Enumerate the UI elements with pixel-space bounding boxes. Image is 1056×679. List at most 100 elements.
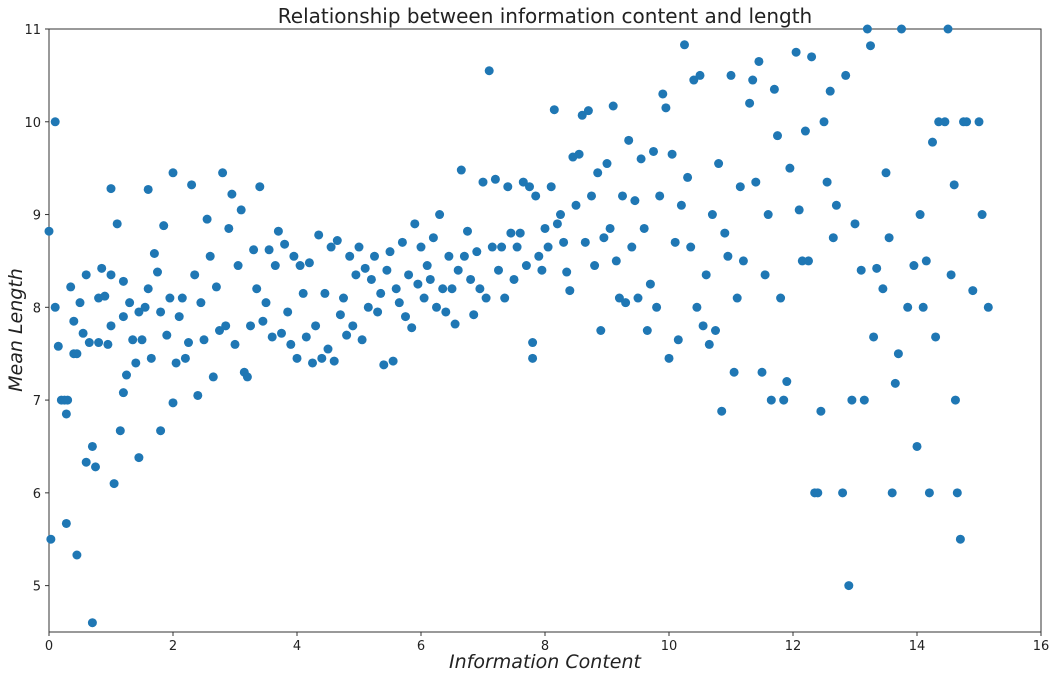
point xyxy=(156,426,166,436)
point xyxy=(428,233,438,243)
point xyxy=(813,488,823,498)
point xyxy=(639,223,649,233)
x-tick-label: 14 xyxy=(909,639,926,654)
point xyxy=(934,117,944,127)
point xyxy=(242,372,252,382)
point xyxy=(962,117,972,127)
x-tick-label: 10 xyxy=(661,639,678,654)
point xyxy=(267,332,277,342)
point xyxy=(134,453,144,463)
y-tick-label: 9 xyxy=(33,209,41,224)
point xyxy=(822,177,832,187)
point xyxy=(844,581,854,591)
point xyxy=(466,274,476,284)
point xyxy=(184,338,193,348)
point xyxy=(658,89,668,99)
point xyxy=(726,70,736,80)
point xyxy=(943,24,953,34)
point xyxy=(53,341,63,351)
x-tick-label: 12 xyxy=(785,639,802,654)
point xyxy=(618,191,627,201)
point xyxy=(404,270,414,280)
point xyxy=(391,284,401,294)
point xyxy=(118,312,128,322)
point xyxy=(100,291,110,301)
y-tick-label: 10 xyxy=(24,116,41,131)
point xyxy=(794,205,804,215)
x-tick-label: 16 xyxy=(1033,639,1050,654)
point xyxy=(345,251,355,261)
point xyxy=(590,261,600,271)
point xyxy=(66,282,76,292)
point xyxy=(205,251,215,261)
point xyxy=(444,251,454,261)
point xyxy=(335,310,345,320)
point xyxy=(543,242,553,252)
point xyxy=(280,239,290,249)
point xyxy=(664,353,674,363)
point xyxy=(546,182,556,192)
point xyxy=(521,261,531,271)
point xyxy=(394,298,404,308)
point xyxy=(224,223,234,233)
point xyxy=(413,279,423,289)
point xyxy=(329,356,339,366)
point xyxy=(441,307,451,317)
point xyxy=(246,321,255,331)
point xyxy=(360,263,370,273)
point xyxy=(571,200,581,210)
point xyxy=(81,270,91,280)
point xyxy=(785,163,795,173)
plot-frame xyxy=(48,28,1042,633)
point xyxy=(422,261,432,271)
point xyxy=(872,263,882,273)
point xyxy=(258,316,268,326)
point xyxy=(230,339,240,349)
point xyxy=(50,117,60,127)
point xyxy=(137,335,147,345)
point xyxy=(180,353,190,363)
point xyxy=(642,326,652,335)
point xyxy=(797,256,807,266)
point xyxy=(847,395,857,405)
point xyxy=(159,221,169,231)
point xyxy=(94,338,104,348)
point xyxy=(940,117,950,127)
point xyxy=(593,168,603,178)
point xyxy=(924,488,934,498)
point xyxy=(574,149,584,159)
point xyxy=(497,242,507,252)
y-tick-label: 7 xyxy=(33,394,41,409)
point xyxy=(435,210,445,220)
x-tick-label: 0 xyxy=(45,639,53,654)
point xyxy=(416,242,426,252)
point xyxy=(168,168,178,178)
point xyxy=(559,237,569,247)
point xyxy=(707,210,717,220)
point xyxy=(304,258,314,268)
point xyxy=(221,321,231,331)
point xyxy=(698,321,708,331)
point xyxy=(869,332,879,342)
point xyxy=(841,70,851,80)
point xyxy=(509,274,519,284)
point xyxy=(289,251,299,261)
point xyxy=(673,335,683,345)
y-tick-label: 6 xyxy=(33,487,41,502)
point xyxy=(115,426,125,436)
point xyxy=(153,267,162,277)
point xyxy=(438,284,448,294)
point xyxy=(252,284,262,294)
point xyxy=(950,395,960,405)
point xyxy=(292,353,302,363)
point xyxy=(649,146,658,156)
point xyxy=(432,302,441,312)
point xyxy=(128,335,138,345)
point xyxy=(630,196,640,206)
point xyxy=(447,284,457,294)
point xyxy=(165,293,175,303)
point xyxy=(890,378,900,388)
point xyxy=(565,286,575,296)
point xyxy=(692,302,702,312)
